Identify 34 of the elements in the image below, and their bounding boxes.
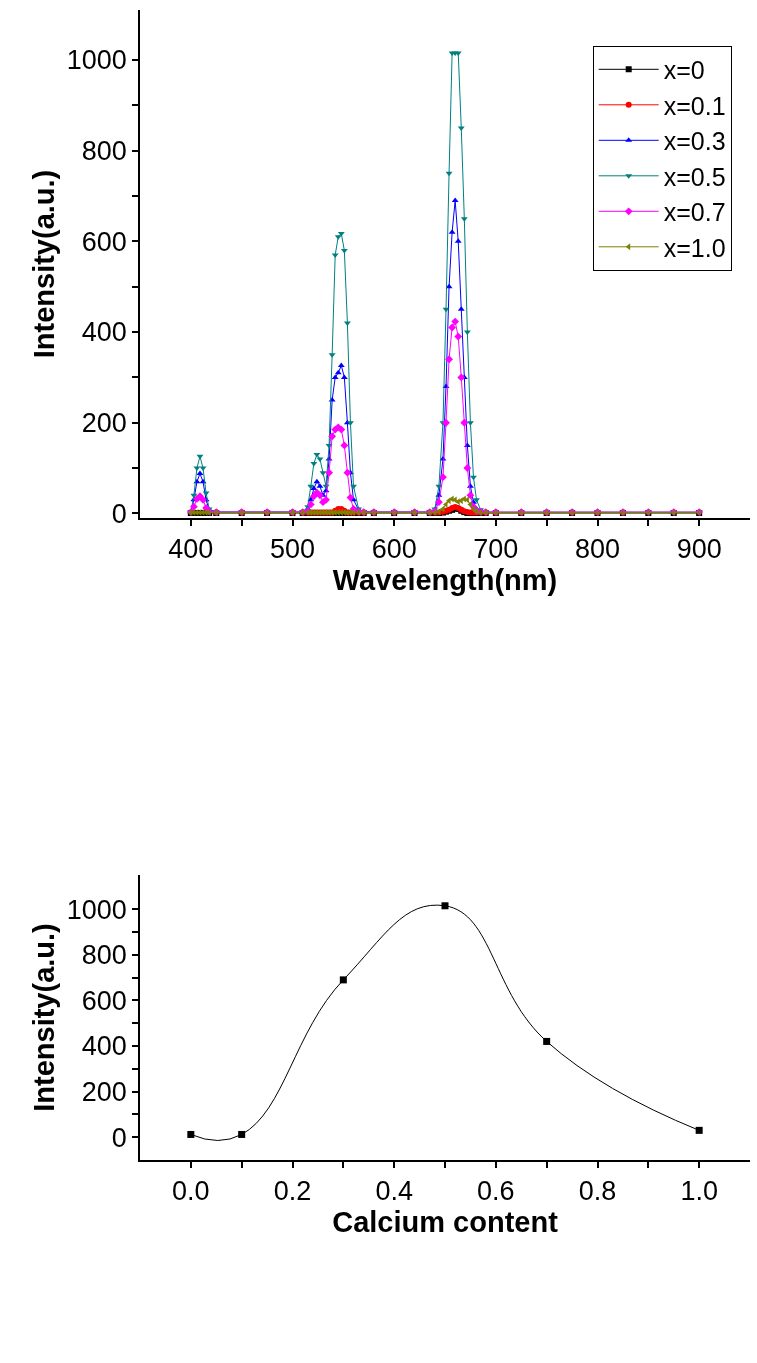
y-axis-title: Intensity(a.u.) — [27, 923, 60, 1112]
y-tick-label: 1000 — [66, 45, 127, 76]
x-tick-label: 800 — [574, 534, 621, 565]
x-tick-label: 400 — [168, 534, 214, 565]
x-axis-title: Wavelength(nm) — [332, 564, 558, 597]
y-tick-label: 0 — [111, 498, 127, 529]
legend-label: x=1.0 — [663, 233, 726, 262]
y-tick-label: 200 — [81, 408, 127, 439]
y-tick-label: 400 — [81, 317, 127, 348]
y-axis-title: Intensity(a.u.) — [27, 169, 60, 359]
x-tick-label: 0.8 — [578, 1176, 617, 1207]
legend-label: x=0 — [663, 56, 705, 85]
x-tick-label: 0.2 — [273, 1176, 312, 1207]
legend-label: x=0.1 — [663, 91, 726, 120]
x-tick-label: 700 — [473, 534, 519, 565]
x-tick-label: 500 — [269, 534, 316, 565]
x-axis-title: Calcium content — [332, 1206, 559, 1239]
x-tick-label: 600 — [371, 534, 417, 565]
legend-label: x=0.5 — [663, 162, 726, 191]
y-tick-label: 600 — [81, 985, 127, 1016]
legend-label: x=0.7 — [663, 198, 726, 227]
x-tick-label: 1.0 — [680, 1176, 718, 1207]
y-tick-label: 800 — [81, 136, 127, 167]
y-tick-label: 200 — [81, 1077, 127, 1108]
legend-label: x=0.3 — [663, 127, 726, 156]
y-tick-label: 400 — [81, 1031, 127, 1062]
x-tick-label: 900 — [676, 534, 722, 565]
y-tick-label: 1000 — [66, 894, 127, 925]
x-tick-label: 0.6 — [477, 1176, 515, 1207]
y-tick-label: 600 — [81, 226, 127, 257]
y-tick-label: 800 — [81, 940, 127, 971]
y-tick-label: 0 — [111, 1122, 127, 1153]
x-tick-label: 0.4 — [375, 1176, 413, 1207]
x-tick-label: 0.0 — [172, 1176, 210, 1207]
